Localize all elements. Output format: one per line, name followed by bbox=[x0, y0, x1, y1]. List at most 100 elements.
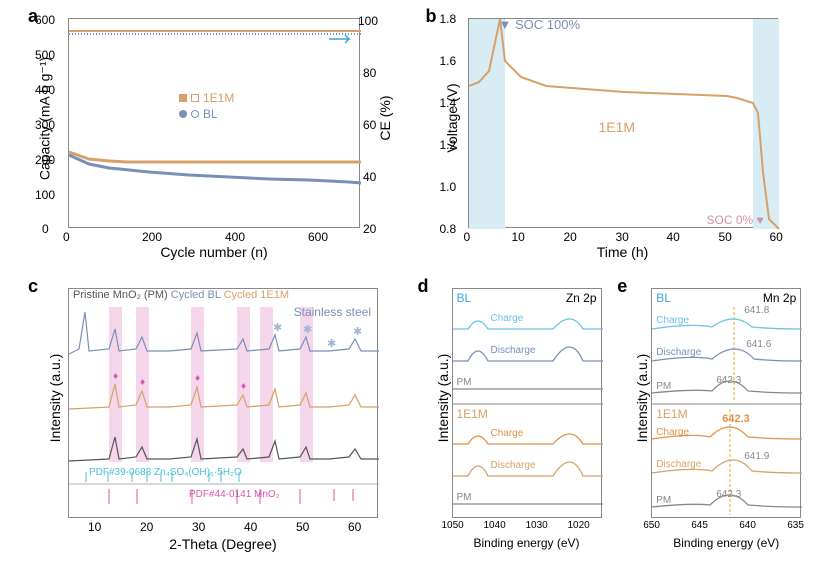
xtick: 10 bbox=[88, 520, 101, 534]
e-peak-bl-charge: 641.8 bbox=[744, 305, 769, 316]
xtick: 645 bbox=[691, 520, 708, 531]
cap-1e1m bbox=[69, 152, 361, 162]
e-peak-1e1m-charge: 642.3 bbox=[722, 413, 750, 425]
ytick-r: 40 bbox=[363, 170, 376, 184]
ytick-r: 20 bbox=[363, 222, 376, 236]
e-charge-bl: Charge bbox=[656, 315, 689, 326]
xtick: 40 bbox=[244, 520, 257, 534]
bl-label: Cycled BL bbox=[171, 289, 221, 301]
line-name-annot: 1E1M bbox=[599, 119, 636, 135]
panel-d-label: d bbox=[418, 276, 429, 297]
d-1e1m-name: 1E1M bbox=[457, 407, 488, 421]
stainless-label: Stainless steel bbox=[294, 305, 371, 319]
e-peak-1e1m-pm: 642.3 bbox=[716, 489, 741, 500]
svg-text:♦: ♦ bbox=[140, 377, 145, 388]
panel-d: d BL Zn 2p Charge Discharge PM 1E1M Char… bbox=[408, 270, 612, 568]
panel-a-ylabel-right: CE (%) bbox=[377, 73, 393, 163]
panel-d-svg bbox=[453, 289, 603, 519]
xtick: 200 bbox=[142, 230, 162, 244]
ytick: 500 bbox=[35, 48, 55, 62]
d-charge-bl: Charge bbox=[491, 313, 524, 324]
panel-e-xlabel: Binding energy (eV) bbox=[651, 536, 801, 550]
e-discharge-bl: Discharge bbox=[656, 347, 701, 358]
panel-a-svg bbox=[69, 19, 361, 229]
trace-legend-row: Pristine MnO₂ (PM) Cycled BL Cycled 1E1M bbox=[73, 289, 289, 301]
xtick: 10 bbox=[512, 230, 525, 244]
xtick: 0 bbox=[63, 230, 70, 244]
panel-e-plot: BL Mn 2p 641.8 641.6 642.3 642.3 64 bbox=[651, 288, 801, 518]
xtick: 20 bbox=[564, 230, 577, 244]
panel-e: e BL Mn 2p 641.8 641.6 642.3 6 bbox=[611, 270, 815, 568]
e-peak-bl-dis: 641.6 bbox=[746, 339, 771, 350]
ce-series bbox=[69, 31, 361, 34]
panel-c-plot: ✱✱✱✱ ♦♦♦♦ Pristine MnO₂ (PM) Cycled BL C… bbox=[68, 288, 378, 518]
xtick: 50 bbox=[719, 230, 732, 244]
heart-icon: ♥ bbox=[757, 213, 764, 227]
panel-b-plot: ▼ SOC 100% 1E1M SOC 0% ♥ bbox=[468, 18, 778, 228]
xtick: 1020 bbox=[568, 520, 590, 531]
xtick: 1050 bbox=[442, 520, 464, 531]
ytick-r: 100 bbox=[358, 14, 378, 28]
d-pm-bl: PM bbox=[457, 377, 472, 388]
panel-d-xlabel: Binding energy (eV) bbox=[452, 536, 602, 550]
panel-d-plot: BL Zn 2p Charge Discharge PM 1E1M Charge… bbox=[452, 288, 602, 518]
panel-e-label: e bbox=[617, 276, 627, 297]
xtick: 50 bbox=[296, 520, 309, 534]
star-icons: ✱ ✱ ✱ ✱ bbox=[273, 322, 362, 350]
panel-e-ylabel: Intensity (a.u.) bbox=[634, 343, 650, 453]
pm-label: Pristine MnO₂ (PM) bbox=[73, 289, 168, 301]
e-discharge-1e1m: Discharge bbox=[656, 459, 701, 470]
panel-a-label: a bbox=[28, 6, 38, 27]
xtick: 1040 bbox=[484, 520, 506, 531]
e-peak-1e1m-dis: 641.9 bbox=[744, 451, 769, 462]
open-circle-icon bbox=[191, 110, 199, 118]
xtick: 1030 bbox=[526, 520, 548, 531]
d-discharge-1e1m: Discharge bbox=[491, 460, 536, 471]
svg-text:♦: ♦ bbox=[113, 371, 118, 382]
legend-1e1m-label: 1E1M bbox=[203, 91, 234, 105]
panel-c-ylabel: Intensity (a.u.) bbox=[47, 343, 63, 453]
legend-1e1m: 1E1M bbox=[179, 91, 234, 105]
panel-b-label: b bbox=[426, 6, 437, 27]
filled-square-icon bbox=[179, 94, 187, 102]
1e1m-label: Cycled 1E1M bbox=[224, 289, 289, 301]
legend-bl: BL bbox=[179, 107, 218, 121]
xtick: 400 bbox=[225, 230, 245, 244]
panel-c-svg: ✱✱✱✱ ♦♦♦♦ bbox=[69, 289, 379, 519]
ce-arrow-icon bbox=[329, 35, 349, 43]
panel-de-row: d BL Zn 2p Charge Discharge PM 1E1M Char… bbox=[408, 270, 815, 568]
ytick-r: 80 bbox=[363, 66, 376, 80]
soc0-annot: SOC 0% ♥ bbox=[707, 213, 764, 227]
soc100-annot: ▼ SOC 100% bbox=[499, 17, 581, 32]
xtick: 635 bbox=[787, 520, 804, 531]
legend-bl-label: BL bbox=[203, 107, 218, 121]
panel-a-xlabel: Cycle number (n) bbox=[68, 244, 360, 260]
svg-text:✱: ✱ bbox=[273, 322, 282, 334]
ytick: 1.4 bbox=[440, 96, 457, 110]
panel-c: c bbox=[0, 270, 408, 568]
ytick: 0.8 bbox=[440, 222, 457, 236]
xtick: 30 bbox=[192, 520, 205, 534]
e-charge-1e1m: Charge bbox=[656, 427, 689, 438]
xtick: 640 bbox=[739, 520, 756, 531]
svg-text:✱: ✱ bbox=[303, 324, 312, 336]
xtick: 0 bbox=[464, 230, 471, 244]
ytick: 1.2 bbox=[440, 138, 457, 152]
ref-zn-label: PDF#39-0688 Zn₄SO₄(OH)₆·5H₂O bbox=[89, 467, 242, 478]
panel-b-xlabel: Time (h) bbox=[468, 244, 778, 260]
svg-text:✱: ✱ bbox=[353, 326, 362, 338]
diamond-icons: ♦♦♦♦ bbox=[113, 371, 246, 392]
soc0-text: SOC 0% bbox=[707, 213, 754, 227]
e-1e1m-name: 1E1M bbox=[656, 407, 687, 421]
e-pm-bl: PM bbox=[656, 381, 671, 392]
ytick: 200 bbox=[35, 153, 55, 167]
panel-a: a 1E1M BL Capacity (mA h g⁻¹) CE (%) bbox=[0, 0, 408, 270]
triangle-down-icon: ▼ bbox=[499, 17, 512, 32]
soc100-text: SOC 100% bbox=[515, 17, 580, 32]
d-pm-1e1m: PM bbox=[457, 492, 472, 503]
ytick: 1.8 bbox=[440, 12, 457, 26]
svg-text:✱: ✱ bbox=[327, 338, 336, 350]
ytick: 1.6 bbox=[440, 54, 457, 68]
ytick: 300 bbox=[35, 118, 55, 132]
panel-c-label: c bbox=[28, 276, 38, 297]
